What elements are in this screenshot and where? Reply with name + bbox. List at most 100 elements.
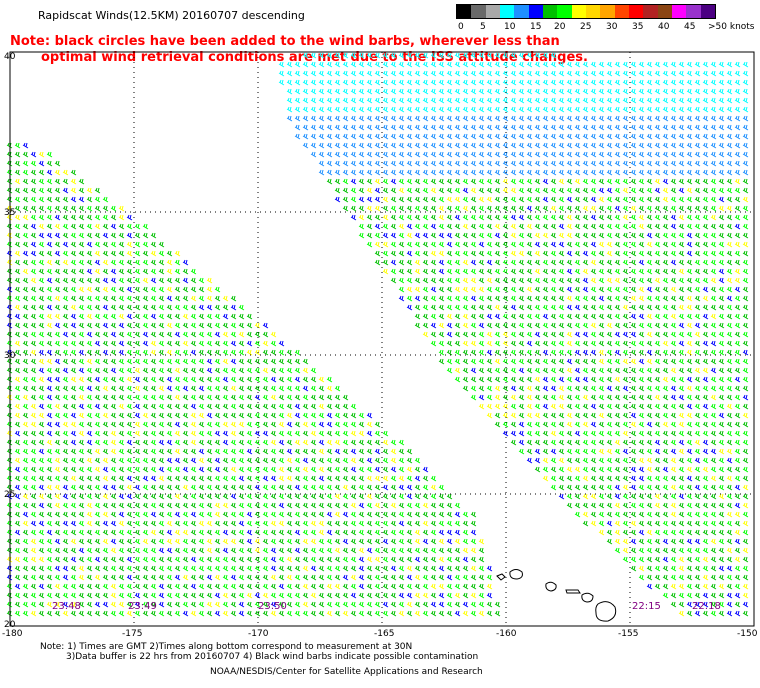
wind-barb bbox=[238, 367, 245, 374]
wind-barb bbox=[462, 79, 469, 86]
wind-barb bbox=[478, 538, 485, 545]
wind-barb bbox=[606, 115, 613, 122]
wind-barb bbox=[734, 277, 741, 284]
wind-barb bbox=[446, 583, 453, 590]
wind-barb bbox=[406, 493, 413, 500]
wind-barb bbox=[374, 106, 381, 113]
wind-barb bbox=[102, 547, 109, 554]
wind-barb bbox=[430, 493, 437, 500]
wind-barb bbox=[502, 277, 509, 284]
wind-barb bbox=[286, 61, 293, 68]
wind-barb bbox=[534, 448, 541, 455]
wind-barb bbox=[166, 547, 173, 554]
wind-barb bbox=[262, 439, 269, 446]
wind-barb bbox=[710, 394, 717, 401]
wind-barb bbox=[22, 142, 29, 149]
wind-barb bbox=[286, 466, 293, 473]
wind-barb bbox=[630, 223, 637, 230]
wind-barb bbox=[86, 250, 93, 257]
wind-barb bbox=[678, 241, 685, 248]
wind-barb bbox=[534, 466, 541, 473]
wind-barb bbox=[534, 304, 541, 311]
wind-barb bbox=[126, 457, 133, 464]
wind-barb bbox=[270, 403, 277, 410]
wind-barb bbox=[406, 565, 413, 572]
wind-barb bbox=[574, 115, 581, 122]
wind-barb bbox=[598, 430, 605, 437]
wind-barb bbox=[494, 205, 501, 212]
wind-barb bbox=[350, 475, 357, 482]
wind-barb bbox=[430, 88, 437, 95]
wind-barb bbox=[542, 124, 549, 131]
wind-barb bbox=[158, 394, 165, 401]
wind-barb bbox=[550, 394, 557, 401]
wind-barb bbox=[38, 448, 45, 455]
wind-barb bbox=[686, 151, 693, 158]
wind-barb bbox=[150, 430, 157, 437]
wind-barb bbox=[22, 169, 29, 176]
wind-barb bbox=[94, 457, 101, 464]
wind-barb bbox=[54, 583, 61, 590]
wind-barb bbox=[470, 529, 477, 536]
wind-barb bbox=[702, 520, 709, 527]
wind-barb bbox=[606, 529, 613, 536]
wind-barb bbox=[574, 286, 581, 293]
wind-barb bbox=[62, 448, 69, 455]
wind-barb bbox=[606, 205, 613, 212]
wind-barb bbox=[686, 133, 693, 140]
wind-barb bbox=[606, 133, 613, 140]
wind-barb bbox=[54, 349, 61, 356]
wind-barb bbox=[190, 430, 197, 437]
wind-barb bbox=[94, 556, 101, 563]
wind-barb bbox=[254, 430, 261, 437]
wind-barb bbox=[406, 520, 413, 527]
wind-barb bbox=[678, 79, 685, 86]
wind-barb bbox=[310, 367, 317, 374]
wind-barb bbox=[486, 250, 493, 257]
wind-barb bbox=[486, 196, 493, 203]
wind-barb bbox=[646, 538, 653, 545]
wind-barb bbox=[646, 88, 653, 95]
wind-barb bbox=[606, 412, 613, 419]
wind-barb bbox=[414, 322, 421, 329]
wind-barb bbox=[670, 439, 677, 446]
wind-barb bbox=[46, 493, 53, 500]
wind-barb bbox=[638, 538, 645, 545]
wind-barb bbox=[302, 601, 309, 608]
wind-barb bbox=[342, 448, 349, 455]
wind-barb bbox=[574, 340, 581, 347]
wind-barb bbox=[294, 538, 301, 545]
wind-barb bbox=[30, 592, 37, 599]
wind-barb bbox=[726, 385, 733, 392]
wind-barb bbox=[718, 61, 725, 68]
wind-barb bbox=[662, 151, 669, 158]
wind-barb bbox=[702, 466, 709, 473]
wind-barb bbox=[558, 304, 565, 311]
wind-barb bbox=[46, 358, 53, 365]
wind-barb bbox=[46, 583, 53, 590]
wind-barb bbox=[390, 115, 397, 122]
wind-barb bbox=[598, 268, 605, 275]
wind-barb bbox=[462, 520, 469, 527]
wind-barb bbox=[638, 511, 645, 518]
wind-barb bbox=[638, 61, 645, 68]
wind-barb bbox=[494, 367, 501, 374]
wind-barb bbox=[462, 295, 469, 302]
wind-barb bbox=[670, 349, 677, 356]
wind-barb bbox=[414, 484, 421, 491]
wind-barb bbox=[678, 250, 685, 257]
wind-barb bbox=[662, 70, 669, 77]
wind-barb bbox=[54, 547, 61, 554]
wind-barb bbox=[742, 358, 749, 365]
wind-barb bbox=[70, 601, 77, 608]
wind-barb bbox=[62, 322, 69, 329]
wind-barb bbox=[142, 232, 149, 239]
wind-barb bbox=[566, 493, 573, 500]
wind-barb bbox=[438, 565, 445, 572]
wind-barb bbox=[142, 331, 149, 338]
wind-barb bbox=[38, 259, 45, 266]
wind-barb bbox=[566, 439, 573, 446]
wind-barb bbox=[502, 367, 509, 374]
wind-barb bbox=[374, 115, 381, 122]
wind-barb bbox=[566, 142, 573, 149]
